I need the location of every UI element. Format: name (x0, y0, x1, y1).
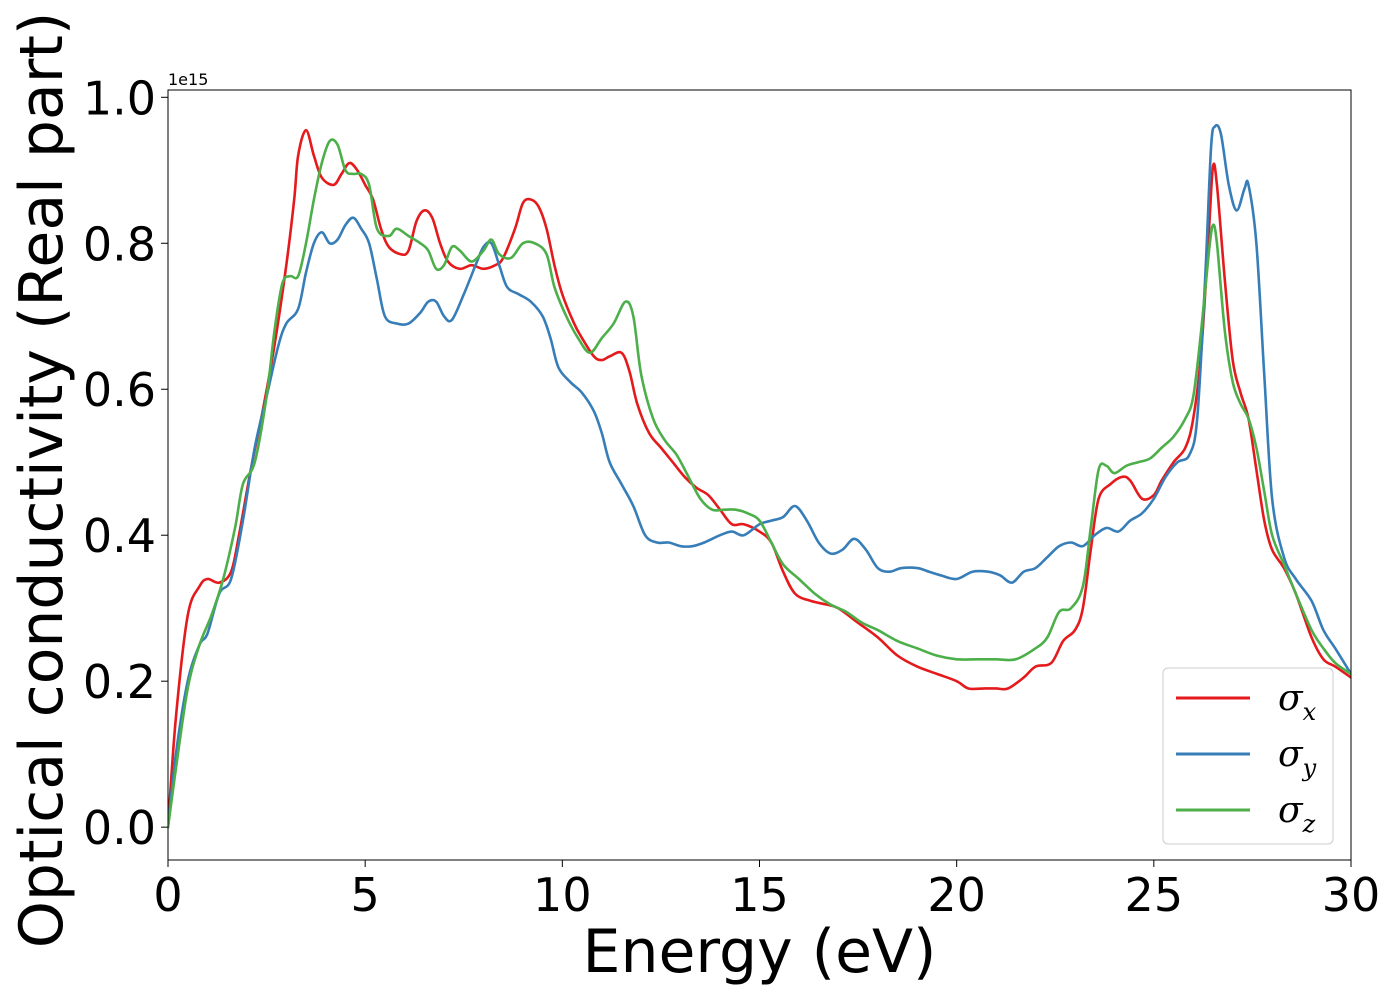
x-tick-label: 20 (927, 868, 986, 922)
legend-box (1162, 667, 1334, 845)
y-tick-label: 0.6 (83, 363, 156, 417)
y-axis: 0.0 0.2 0.4 0.6 0.8 1.0 (83, 71, 168, 855)
series-line-sigma-x (168, 128, 1351, 829)
y-tick-label: 0.8 (83, 217, 156, 271)
x-tick-label: 25 (1125, 868, 1184, 922)
series-line-sigma-y (168, 123, 1351, 829)
y-tick-label: 0.4 (83, 509, 156, 563)
y-tick-label: 0.2 (83, 655, 156, 709)
x-tick-label: 15 (730, 868, 789, 922)
x-tick-label: 10 (533, 868, 592, 922)
y-tick-label: 1.0 (83, 71, 156, 125)
x-tick-label: 5 (351, 868, 380, 922)
y-axis-title: Optical conductivity (Real part) (7, 12, 77, 949)
y-tick-label: 0.0 (83, 801, 156, 855)
y-offset-label: 1e15 (168, 70, 208, 89)
series-line-sigma-z (168, 138, 1351, 829)
x-axis-title: Energy (eV) (583, 917, 937, 987)
series-layer (168, 123, 1351, 829)
x-axis: 0 5 10 15 20 25 30 (153, 860, 1380, 922)
plot-area (168, 123, 1351, 829)
x-tick-label: 30 (1322, 868, 1381, 922)
x-tick-label: 0 (153, 868, 182, 922)
